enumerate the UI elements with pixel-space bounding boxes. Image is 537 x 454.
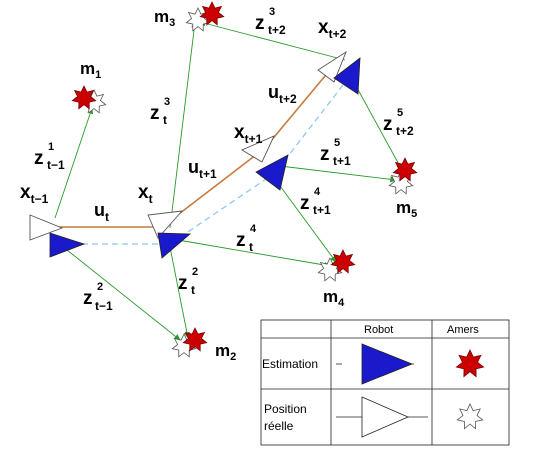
svg-text:z: z	[178, 273, 188, 294]
robot-real-x-t	[147, 210, 184, 239]
m3-estimate-star-icon	[199, 1, 225, 26]
label-u-tp2: ut+2	[268, 82, 297, 106]
robot-estimate-x-tp1	[255, 154, 289, 191]
svg-text:t+1: t+1	[333, 154, 351, 168]
svg-text:z: z	[83, 288, 93, 309]
svg-text:4: 4	[250, 223, 257, 235]
label-m2: m2	[215, 341, 236, 363]
legend-real-triangle	[361, 396, 410, 438]
label-m3: m3	[154, 7, 175, 29]
landmark-m1	[71, 85, 107, 114]
robot-real-x-tp1	[241, 135, 275, 163]
label-z5-tp2: z 5 t+2	[383, 107, 414, 138]
legend-col-robot: Robot	[364, 324, 393, 336]
obs-line-z4-tp1	[271, 174, 337, 263]
svg-text:z: z	[300, 193, 310, 214]
legend-real-star-shape	[456, 403, 484, 430]
label-z3-tp2: z 3 t+2	[255, 6, 286, 37]
svg-text:2: 2	[192, 266, 198, 278]
obs-line-z3-tp2	[199, 20, 346, 61]
svg-text:z: z	[383, 114, 393, 135]
robot-estimate-x-tp2	[333, 57, 361, 95]
svg-text:z: z	[34, 148, 44, 169]
label-z5-tp1: z 5 t+1	[320, 137, 351, 168]
legend-row-estimation: Estimation	[262, 357, 318, 371]
obs-line-z2-tm1	[61, 245, 181, 341]
label-x-tm1: xt−1	[20, 182, 49, 206]
svg-text:z: z	[255, 13, 265, 34]
obs-line-z2-t	[169, 246, 190, 339]
robot-real-x-tm1	[29, 214, 64, 241]
legend-col-amers: Amers	[447, 324, 479, 336]
svg-text:z: z	[320, 144, 330, 165]
obs-line-z4-t	[177, 239, 331, 269]
svg-text:t−1: t−1	[95, 299, 113, 313]
svg-text:3: 3	[269, 6, 275, 18]
robot-estimate-x-t	[157, 232, 192, 259]
svg-text:1: 1	[48, 141, 54, 153]
landmark-m2	[171, 327, 208, 358]
label-m1: m1	[80, 59, 101, 81]
obs-line-z3-t	[169, 21, 198, 229]
label-z2-t: z 2 t	[178, 266, 198, 297]
m2-estimate-star-icon	[182, 327, 208, 352]
legend-estimate-triangle	[361, 343, 414, 385]
svg-text:t+1: t+1	[313, 203, 331, 217]
svg-text:t: t	[191, 283, 195, 297]
svg-text:2: 2	[97, 281, 103, 293]
svg-text:t+2: t+2	[268, 23, 286, 37]
label-z4-tp1: z 4 t+1	[300, 186, 331, 217]
legend-estimate-star-shape	[455, 349, 485, 378]
svg-text:5: 5	[397, 107, 403, 119]
svg-text:t: t	[249, 240, 253, 254]
label-x-tp1: xt+1	[234, 122, 263, 146]
label-z1-tm1: z 1 t−1	[34, 141, 65, 172]
legend-landmark-estimate-icon	[455, 349, 485, 378]
landmark-m5	[388, 157, 418, 195]
label-z3-t: z 3 t	[150, 96, 170, 127]
legend-row-reelle: réelle	[264, 419, 294, 433]
svg-text:5: 5	[334, 137, 340, 149]
label-z2-tm1: z 2 t−1	[83, 281, 113, 313]
label-u-t: ut	[94, 200, 109, 224]
m5-estimate-star-icon	[392, 157, 418, 182]
label-x-t: xt	[138, 182, 153, 206]
svg-text:t+2: t+2	[396, 124, 414, 138]
svg-text:z: z	[236, 230, 246, 251]
m4-estimate-star-icon	[330, 249, 356, 274]
robot-real-x-tp2	[317, 50, 347, 83]
obs-line-z5-tp1	[279, 165, 397, 183]
label-u-tp1: ut+1	[188, 157, 217, 181]
landmark-m3	[185, 1, 225, 32]
estimated-trajectory	[62, 75, 351, 245]
obs-line-z5-tp2	[355, 85, 403, 171]
svg-text:4: 4	[314, 186, 321, 198]
label-z4-t: z 4 t	[236, 223, 257, 254]
svg-text:3: 3	[164, 96, 170, 108]
real-trajectory	[48, 63, 336, 228]
label-m4: m4	[323, 287, 345, 309]
label-m5: m5	[396, 198, 417, 220]
robot-estimate-x-tm1	[49, 232, 86, 258]
legend: Robot Amers Estimation Position réelle	[260, 319, 510, 446]
svg-text:t: t	[163, 113, 167, 127]
legend-landmark-real-icon	[456, 403, 484, 430]
svg-text:t−1: t−1	[47, 158, 65, 172]
label-x-tp2: xt+2	[318, 17, 347, 41]
legend-row-position: Position	[264, 402, 307, 416]
obs-line-z1-tm1	[54, 107, 94, 219]
m1-estimate-star-icon	[71, 85, 97, 110]
svg-text:z: z	[150, 103, 160, 124]
landmark-m4	[317, 249, 356, 282]
